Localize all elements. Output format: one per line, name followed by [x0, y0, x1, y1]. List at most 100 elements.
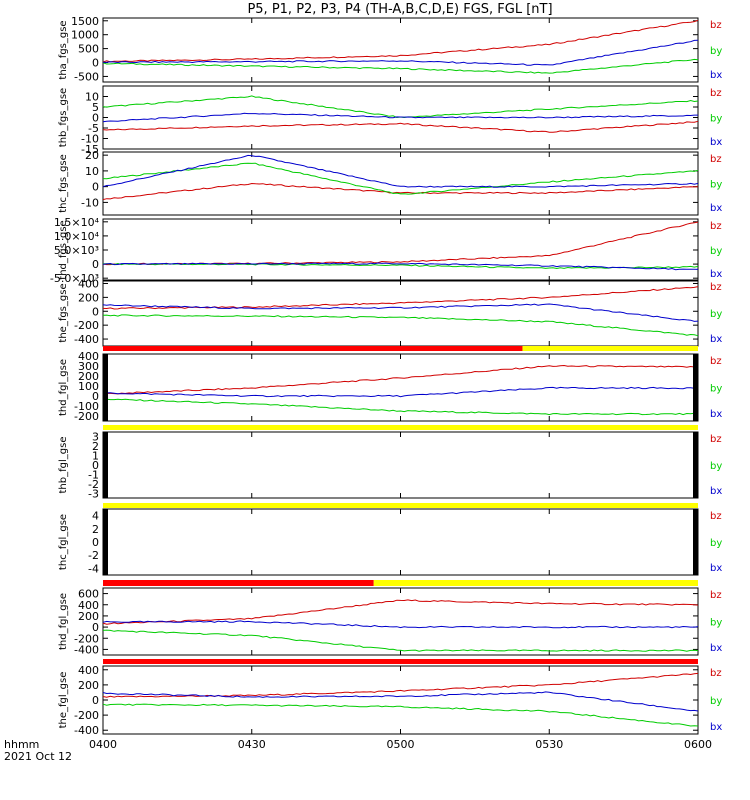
y-tick-label: 0 — [92, 258, 99, 271]
mode-bar-segment — [522, 346, 698, 351]
y-tick-label: 600 — [78, 588, 99, 601]
legend-bx: bx — [710, 643, 722, 654]
legend-bz: bz — [710, 88, 722, 99]
y-tick-label: 2 — [92, 440, 99, 453]
mode-bar-segment — [103, 659, 698, 664]
legend-by: by — [710, 246, 722, 257]
y-tick-label: 0 — [92, 621, 99, 634]
y-axis-label: thc_fgl_gse — [58, 514, 69, 570]
legend-bx: bx — [710, 409, 722, 420]
legend-by: by — [710, 46, 722, 57]
series-line-by — [102, 398, 699, 416]
y-axis-label: the_fgs_gse — [58, 283, 69, 342]
y-tick-label: 400 — [78, 350, 99, 363]
panel-frame — [102, 279, 699, 347]
mode-bar-segment — [103, 346, 523, 351]
series-line-by — [102, 629, 699, 652]
x-tick-label: 0430 — [238, 738, 266, 751]
series-line-bz — [102, 19, 699, 63]
series-line-by — [102, 95, 699, 119]
y-tick-label: -400 — [74, 724, 99, 737]
legend-bx: bx — [710, 334, 722, 345]
y-tick-label: 1.0×10⁴ — [54, 230, 100, 243]
mode-bar-segment — [103, 580, 374, 586]
data-gap-right — [693, 432, 698, 498]
panel-3: 1.5×10⁴1.0×10⁴5.0×10³0-5.0×10³thd_fgs_gs… — [50, 216, 722, 285]
mode-bar-segment — [103, 425, 698, 430]
series-line-by — [102, 58, 699, 74]
series-line-by — [102, 703, 699, 727]
series-line-bz — [102, 364, 698, 396]
y-tick-label: 1.5×10⁴ — [54, 216, 100, 229]
series-line-bx — [102, 39, 699, 66]
y-axis-label: thd_fgl_gse — [58, 593, 69, 650]
legend-bz: bz — [710, 221, 722, 232]
y-tick-label: -5.0×10³ — [50, 272, 99, 285]
y-tick-label: -200 — [74, 632, 99, 645]
legend-bz: bz — [710, 154, 722, 165]
y-tick-label: 2 — [92, 523, 99, 536]
y-tick-label: 500 — [78, 43, 99, 56]
series-line-bz — [102, 286, 699, 310]
y-tick-label: 400 — [78, 599, 99, 612]
y-axis-label: thd_fgl_gse — [58, 359, 69, 416]
series-line-bx — [102, 691, 699, 712]
y-tick-label: 400 — [78, 664, 99, 677]
y-tick-label: 200 — [78, 679, 99, 692]
series-line-bx — [102, 154, 699, 188]
y-axis-label: thb_fgs_gse — [58, 88, 69, 147]
y-axis-label: thb_fgl_gse — [58, 437, 69, 494]
legend-bx: bx — [710, 722, 722, 733]
y-tick-label: -200 — [74, 319, 99, 332]
mode-bar-segment — [373, 580, 698, 586]
y-tick-label: 0 — [92, 459, 99, 472]
y-tick-label: -100 — [74, 400, 99, 413]
legend-bz: bz — [710, 590, 722, 601]
series-line-bz — [102, 599, 699, 625]
legend-by: by — [710, 461, 722, 472]
panel-frame — [102, 508, 699, 576]
x-tick-label: 0400 — [89, 738, 117, 751]
y-tick-label: -400 — [74, 333, 99, 346]
y-tick-label: 1500 — [71, 15, 99, 28]
panel-frame — [102, 151, 699, 216]
y-tick-label: -200 — [74, 410, 99, 423]
data-gap-right — [693, 509, 698, 575]
series-line-by — [103, 262, 699, 270]
mode-bar-segment — [103, 503, 698, 508]
chart-title: P5, P1, P2, P3, P4 (TH-A,B,C,D,E) FGS, F… — [247, 2, 552, 17]
y-tick-label: 0 — [92, 305, 99, 318]
x-axis-date-label: 2021 Oct 12 — [4, 750, 72, 763]
y-tick-label: 1000 — [71, 29, 99, 42]
y-tick-label: -15 — [81, 143, 99, 156]
series-line-bx — [102, 620, 699, 629]
series-line-bx — [102, 303, 699, 322]
y-tick-label: -10 — [81, 133, 99, 146]
y-tick-label: 20 — [85, 149, 99, 162]
legend-bx: bx — [710, 137, 722, 148]
y-tick-label: -4 — [88, 562, 99, 575]
data-gap-left — [103, 509, 108, 575]
y-tick-label: -10 — [81, 196, 99, 209]
y-tick-label: -3 — [88, 487, 99, 500]
legend-bx: bx — [710, 70, 722, 81]
x-tick-label: 0600 — [684, 738, 712, 751]
y-tick-label: 200 — [78, 370, 99, 383]
y-tick-label: -2 — [88, 478, 99, 491]
series-line-by — [102, 162, 699, 195]
y-tick-label: 3 — [92, 431, 99, 444]
y-tick-label: 5 — [92, 101, 99, 114]
panel-frame — [102, 17, 699, 83]
y-tick-label: -5 — [88, 122, 99, 135]
legend-bx: bx — [710, 486, 722, 497]
panel-2: 20 10 0 -10 thc_fgs_gse bz by bx — [58, 149, 722, 216]
y-tick-label: 100 — [78, 380, 99, 393]
y-axis-label: tha_fgs_gse — [58, 20, 69, 79]
series-line-bx — [102, 112, 698, 123]
y-tick-label: 0 — [92, 181, 99, 194]
